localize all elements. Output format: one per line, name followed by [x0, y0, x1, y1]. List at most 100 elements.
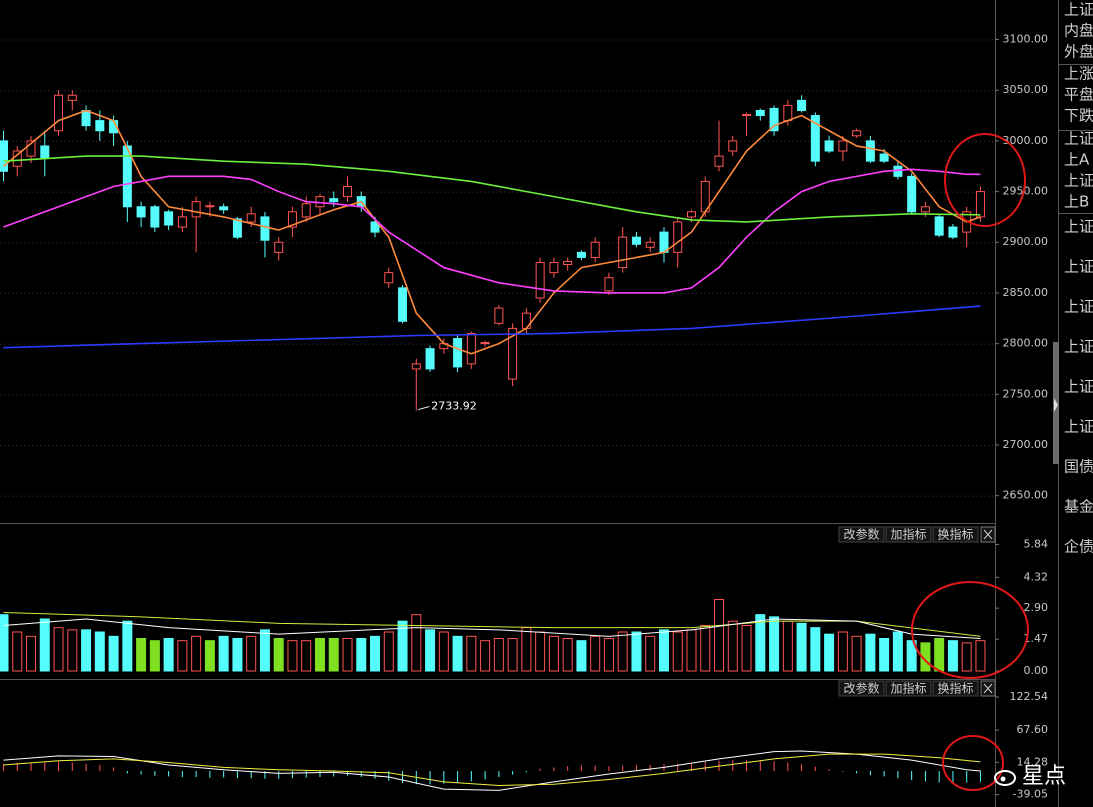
candle-body [425, 348, 435, 370]
candle-body [934, 216, 944, 236]
sidebar-label[interactable]: 国债 [1064, 458, 1093, 476]
sidebar-label[interactable]: 上证 [1064, 172, 1093, 190]
sidebar-label[interactable]: 上证 [1064, 1, 1093, 19]
candle-body [398, 287, 408, 322]
indicator-line [3, 305, 981, 349]
sidebar-label[interactable]: 上证 [1064, 258, 1093, 276]
y-tick-label: 4.32 [1024, 570, 1049, 583]
candle-body [797, 99, 807, 111]
y-tick-label: 2750.00 [1003, 387, 1049, 400]
candle-body [783, 104, 793, 122]
volume-bar [67, 629, 78, 672]
y-tick-label: -39.05 [1013, 788, 1048, 801]
y-tick-label: 2900.00 [1003, 235, 1049, 248]
candle-body [232, 218, 242, 238]
candle-body [714, 155, 724, 167]
volume-bar [493, 638, 504, 672]
volume-bar [177, 640, 188, 672]
candle-body [205, 205, 215, 208]
indicator-line [3, 612, 981, 637]
indicator-line [3, 750, 981, 791]
volume-bar [397, 620, 408, 672]
highlight-circle [911, 581, 1029, 679]
candle-body [329, 198, 339, 203]
toolbar-button[interactable] [838, 526, 885, 543]
sidebar-label[interactable]: 平盘 [1064, 86, 1093, 104]
candle-body [865, 140, 875, 162]
candle-body [315, 196, 325, 208]
toolbar-button[interactable] [932, 526, 979, 543]
candle-body [810, 115, 820, 162]
sidebar-label[interactable]: 外盘 [1064, 43, 1093, 61]
candle-body [177, 216, 187, 228]
watermark: 星点 [1022, 764, 1066, 789]
indicator-line [3, 155, 981, 223]
candle-body [260, 216, 270, 241]
close-icon [983, 529, 993, 540]
candle-body [948, 226, 958, 238]
toolbar-button-label: 加指标 [890, 527, 926, 542]
volume-bar [370, 635, 381, 672]
sidebar-label[interactable]: 内盘 [1064, 22, 1093, 40]
toolbar-button[interactable] [885, 526, 932, 543]
sidebar-label[interactable]: 企债 [1064, 538, 1093, 556]
sidebar-label[interactable]: 上证 [1064, 298, 1093, 316]
candle-body [95, 120, 105, 132]
candle-body [604, 277, 614, 292]
volume-bar [576, 640, 587, 672]
sidebar-label[interactable]: 上涨 [1064, 65, 1093, 83]
y-tick-label: 0.00 [1024, 664, 1049, 677]
volume-bar [535, 631, 546, 672]
volume-bar [975, 640, 986, 672]
volume-bar [191, 635, 202, 672]
volume-bar [246, 635, 257, 672]
sidebar-label[interactable]: 上证 [1064, 418, 1093, 436]
volume-bar [328, 638, 339, 672]
volume-bar [658, 629, 669, 672]
volume-bar [686, 629, 697, 672]
candle-body [54, 94, 64, 132]
y-tick-label: 5.84 [1024, 537, 1049, 550]
candle-body [136, 206, 146, 218]
y-tick-label: 67.60 [1017, 723, 1049, 736]
candle-body [742, 114, 752, 117]
volume-bar [865, 633, 876, 672]
sidebar-label[interactable]: 基金 [1064, 498, 1093, 516]
volume-bar [383, 631, 394, 672]
sidebar-label[interactable]: 上证 [1064, 378, 1093, 396]
volume-bar [452, 635, 463, 672]
volume-bar [356, 638, 367, 672]
candle-body [673, 221, 683, 253]
toolbar-button[interactable] [885, 680, 932, 697]
sidebar-label[interactable]: 上证 [1064, 130, 1093, 148]
volume-bar [837, 631, 848, 672]
volume-bar [81, 629, 92, 672]
volume-bar [232, 638, 243, 672]
candle-body [755, 109, 765, 117]
toolbar-button[interactable] [932, 680, 979, 697]
candle-body [879, 153, 889, 162]
annotation-arrow [418, 406, 430, 411]
toolbar-button[interactable] [838, 680, 885, 697]
toolbar-button-label: 换指标 [937, 681, 973, 696]
sidebar-label[interactable]: 上证 [1064, 218, 1093, 236]
volume-bar [12, 631, 23, 672]
candle-body [191, 201, 201, 218]
candle-body [411, 363, 421, 370]
sidebar-label[interactable]: 上证 [1064, 338, 1093, 356]
volume-bar [94, 631, 105, 672]
sidebar-label[interactable]: 上B [1064, 193, 1089, 211]
volume-bar [218, 635, 229, 672]
candle-body [893, 165, 903, 177]
y-tick-label: 2950.00 [1003, 185, 1049, 198]
sidebar-label[interactable]: 下跌 [1064, 107, 1093, 125]
y-tick-label: 3000.00 [1003, 134, 1049, 147]
volume-bar [603, 638, 614, 672]
volume-bar [782, 620, 793, 672]
sidebar-label[interactable]: 上A [1064, 151, 1090, 169]
volume-bar [934, 638, 945, 672]
volume-bar [411, 614, 422, 672]
scroll-arrow[interactable] [1054, 398, 1058, 412]
